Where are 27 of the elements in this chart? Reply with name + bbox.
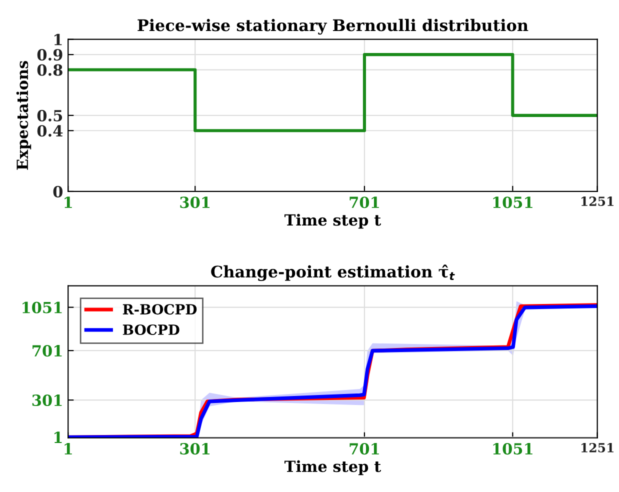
y-tick-label: 0.9: [37, 49, 62, 61]
legend-label: R-BOCPD: [122, 304, 197, 315]
y-tick-label: 0: [53, 186, 63, 198]
y-axis-title: Expectations: [16, 60, 32, 170]
legend-label: BOCPD: [122, 324, 180, 335]
y-tick-label: 301: [32, 394, 62, 406]
x-tick-label: 1251: [581, 196, 614, 206]
x-tick-label: 1: [64, 196, 72, 208]
y-tick-label: 0.5: [37, 110, 62, 122]
chart-title: Change-point estimation τ̂$_{t}$: [211, 264, 455, 281]
y-tick-label: 0.4: [37, 125, 63, 137]
y-tick-label: 0.8: [37, 64, 62, 76]
x-tick-label: 301: [180, 443, 210, 455]
x-tick-label: 301: [180, 196, 210, 208]
y-tick-label: 1: [54, 432, 62, 443]
x-tick-label: 1051: [493, 443, 532, 455]
x-tick-label: 1051: [493, 196, 532, 208]
x-tick-label: 1251: [581, 442, 614, 452]
x-tick-label: 701: [350, 196, 379, 208]
x-tick-label: 1: [64, 443, 72, 454]
x-tick-label: 701: [350, 443, 379, 455]
y-tick-label: 1051: [22, 302, 62, 314]
y-tick-label: 701: [32, 345, 62, 357]
y-tick-label: 1: [54, 34, 62, 46]
x-axis-title: Time step t: [284, 460, 382, 476]
chart-title: Piece-wise stationary Bernoulli distribution: [138, 18, 528, 35]
x-axis-title: Time step t: [284, 214, 382, 229]
